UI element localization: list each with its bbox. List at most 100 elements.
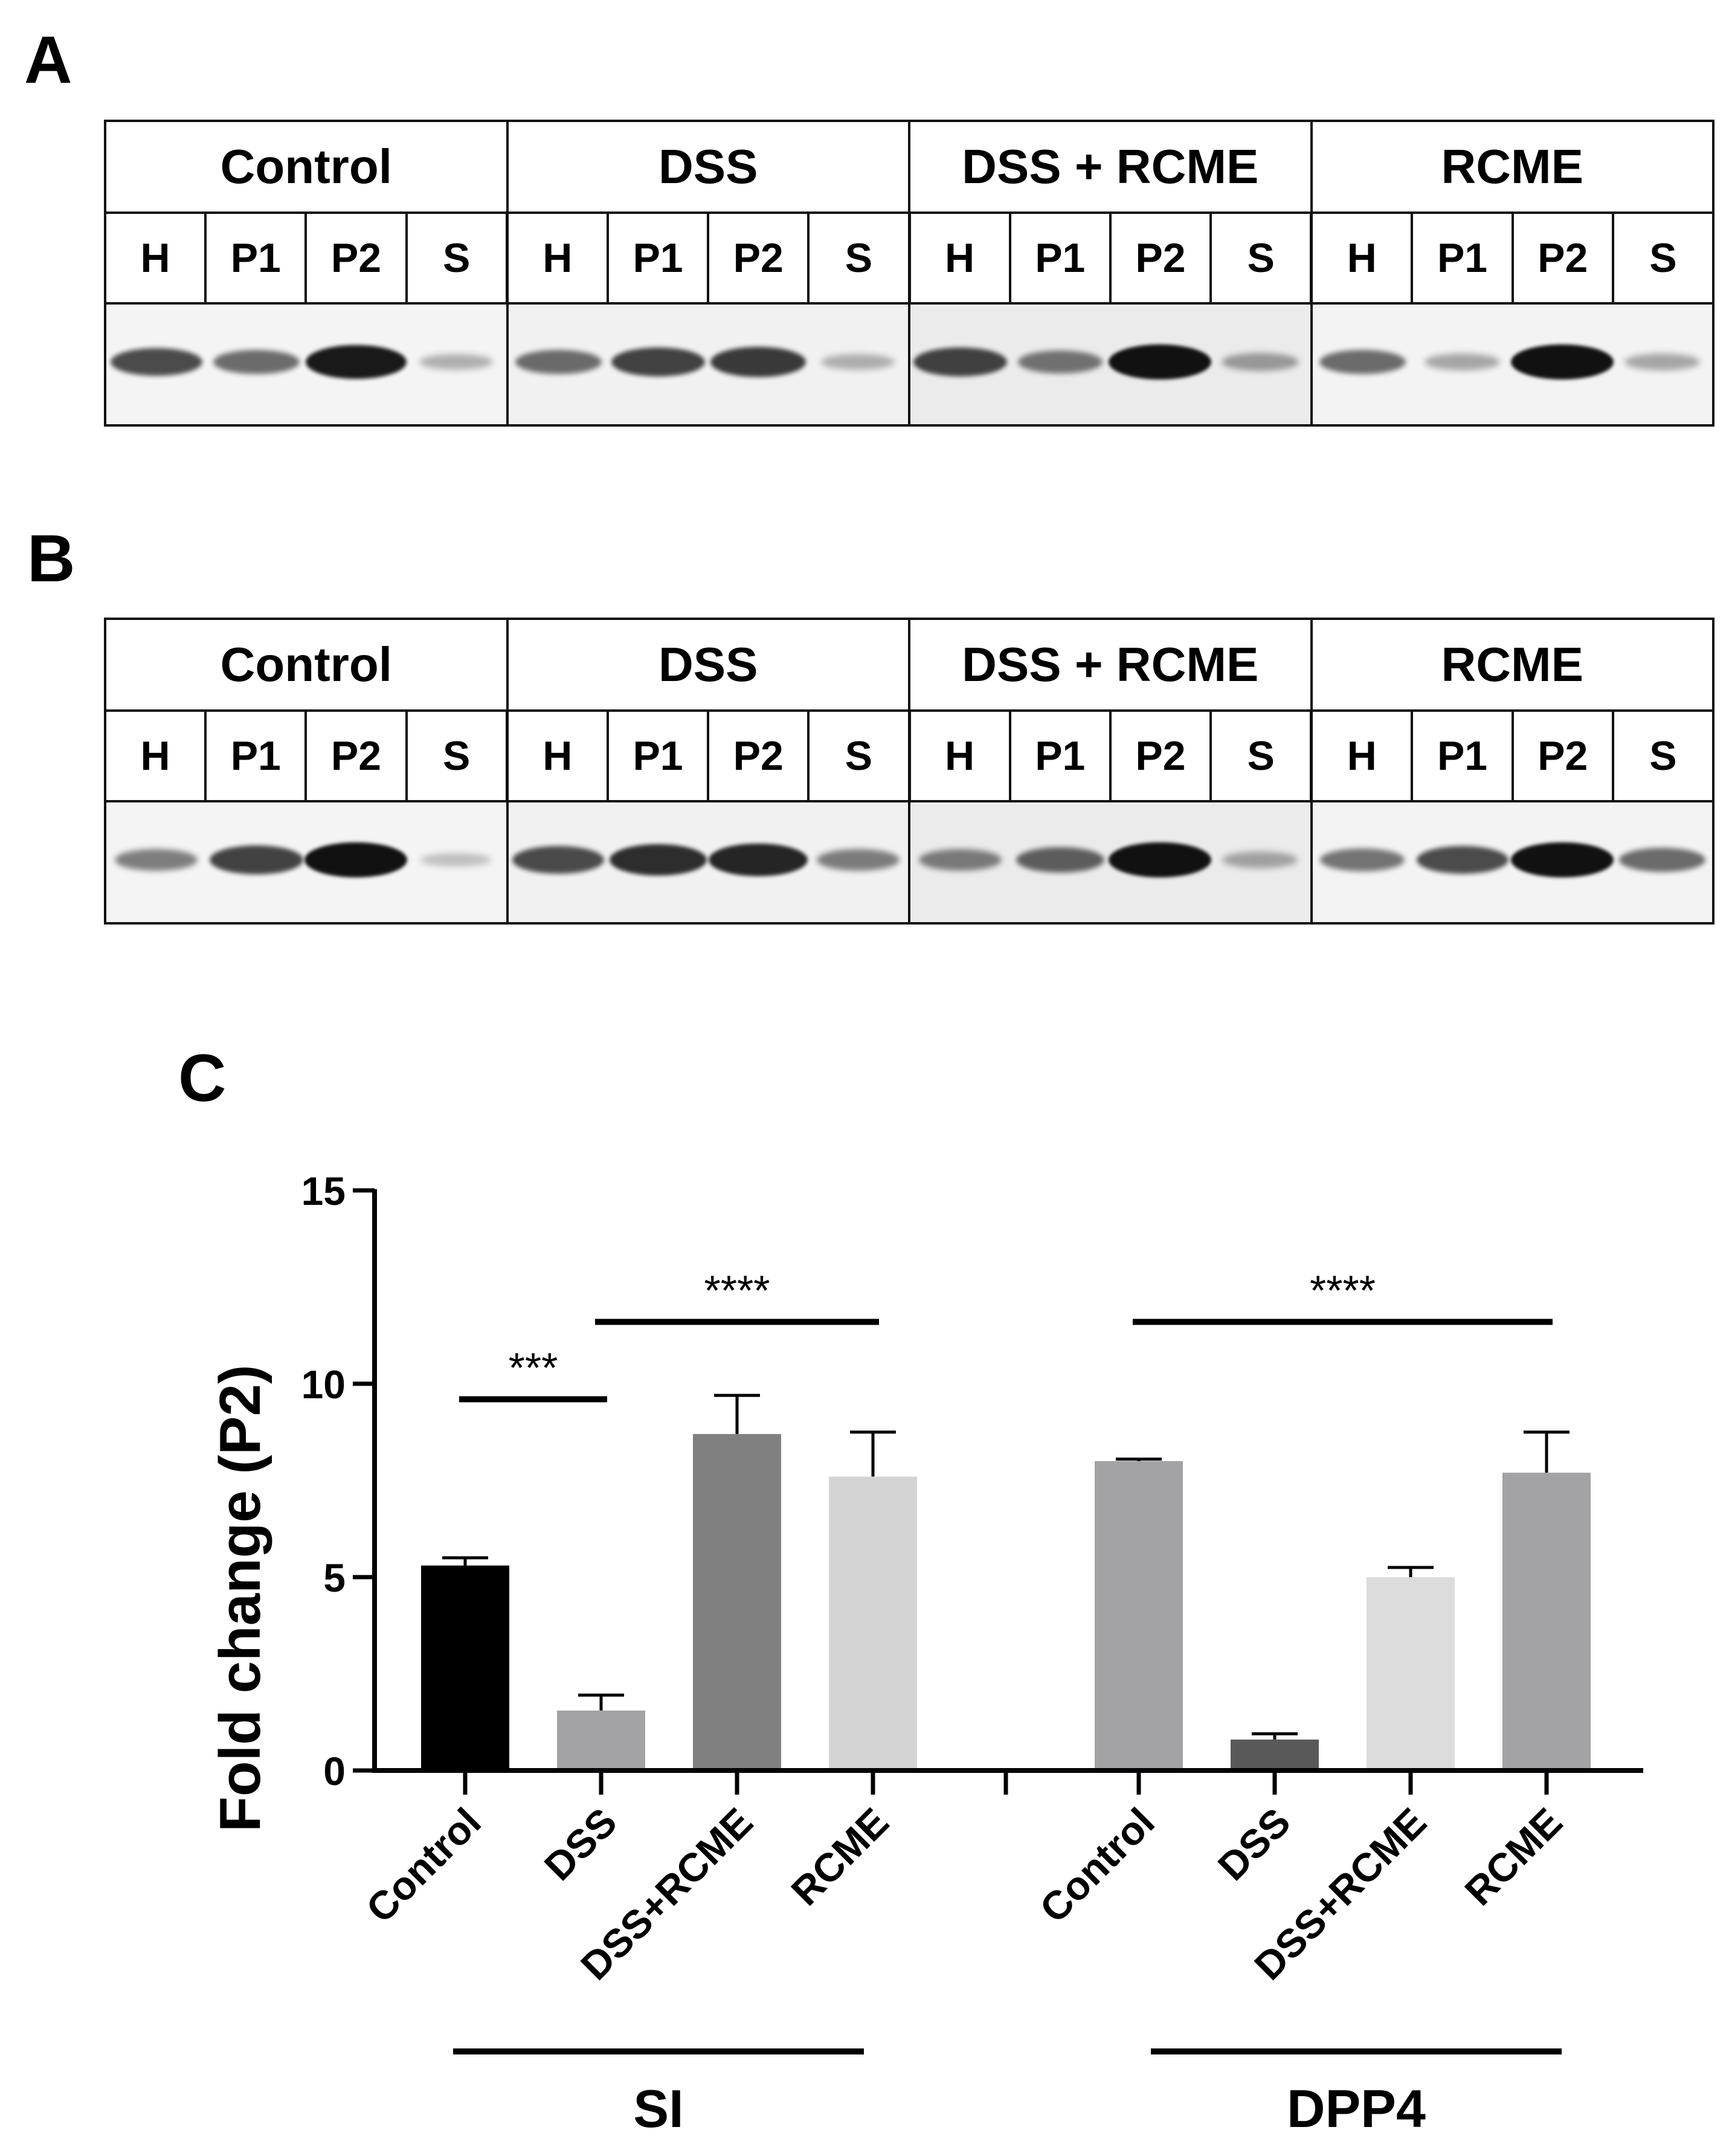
western-blot-b: Control DSS DSS + RCME RCME H P1 P2 S H … — [104, 618, 1715, 925]
blot-band — [1319, 350, 1406, 374]
blot-group-rcme: RCME — [1441, 637, 1584, 691]
panel-label-a: A — [24, 23, 72, 97]
blot-band — [1016, 847, 1105, 873]
panel-label-b: B — [27, 521, 76, 596]
lane-label: S — [1212, 712, 1313, 800]
blot-band — [1320, 848, 1405, 871]
blot-band — [304, 842, 408, 877]
western-blot-a: Control DSS DSS + RCME RCME H P1 P2 S H … — [104, 120, 1715, 427]
blot-band — [1222, 851, 1298, 868]
panel-label-c: C — [178, 1041, 227, 1115]
blot-group-header-row: Control DSS DSS + RCME RCME — [106, 620, 1712, 712]
gel-block — [508, 802, 910, 922]
blot-band — [611, 347, 706, 376]
lane-label: S — [1212, 214, 1313, 302]
lane-label: P1 — [1413, 214, 1514, 302]
lane-label: S — [810, 712, 911, 800]
blot-group-control: Control — [106, 620, 509, 709]
blot-group-dss: DSS — [509, 122, 910, 211]
y-axis-label: Fold change (P2) — [208, 1364, 272, 1832]
lane-label: P2 — [709, 214, 810, 302]
x-tick-label: DSS — [1209, 1799, 1299, 1889]
bar — [693, 1434, 781, 1770]
blot-band — [1221, 353, 1299, 371]
lane-label: P1 — [207, 712, 307, 800]
lane-label: P1 — [1011, 712, 1112, 800]
lane-label: P1 — [207, 214, 307, 302]
gel-block — [508, 305, 910, 424]
blot-band — [213, 350, 300, 374]
blot-band — [821, 354, 895, 370]
blot-band — [1425, 353, 1501, 370]
blot-band — [110, 348, 202, 376]
gel-block — [106, 305, 509, 424]
gel-image-row — [106, 305, 1712, 424]
x-tick-label: RCME — [1456, 1799, 1571, 1914]
x-tick-label: Control — [1031, 1799, 1163, 1931]
lane-label: H — [1313, 214, 1414, 302]
blot-band — [919, 849, 1002, 871]
blot-band — [913, 347, 1008, 376]
blot-band — [512, 846, 605, 874]
blot-band — [1018, 350, 1103, 373]
significance-label: *** — [509, 1344, 558, 1392]
lane-label: H — [106, 712, 207, 800]
lane-label: P2 — [1112, 214, 1212, 302]
lane-label: S — [810, 214, 911, 302]
blot-band — [419, 354, 493, 370]
blot-band — [515, 350, 602, 374]
blot-band — [1416, 846, 1508, 874]
gel-image-row — [106, 802, 1712, 922]
lane-label: P1 — [609, 214, 710, 302]
blot-group-header-row: Control DSS DSS + RCME RCME — [106, 122, 1712, 214]
gel-block — [1312, 305, 1712, 424]
lane-label: P1 — [1413, 712, 1514, 800]
bar — [1367, 1577, 1455, 1770]
blot-group-dss-rcme: DSS + RCME — [910, 620, 1313, 709]
bar — [421, 1565, 509, 1770]
blot-group-rcme: RCME — [1441, 140, 1584, 193]
blot-band — [420, 853, 492, 867]
lane-label: H — [106, 214, 207, 302]
blot-band — [610, 844, 707, 876]
blot-band — [1618, 848, 1705, 872]
group-label: SI — [633, 2079, 683, 2138]
significance-label: **** — [704, 1267, 770, 1314]
x-tick-label: DSS — [536, 1799, 625, 1889]
blot-band — [305, 345, 407, 379]
lane-label: H — [911, 214, 1011, 302]
y-tick-label: 10 — [301, 1362, 346, 1407]
blot-band — [710, 347, 806, 377]
x-tick-label: Control — [358, 1799, 489, 1931]
y-tick-label: 0 — [323, 1749, 346, 1793]
blot-band — [708, 844, 808, 876]
blot-group-dss: DSS — [509, 620, 910, 709]
bar — [829, 1476, 917, 1770]
significance-label: **** — [1310, 1267, 1376, 1314]
blot-band — [209, 845, 303, 874]
y-tick-label: 15 — [301, 1169, 346, 1213]
blot-lane-header-row: H P1 P2 S H P1 P2 S H P1 P2 S H P1 P2 S — [106, 214, 1712, 305]
group-label: DPP4 — [1287, 2079, 1426, 2138]
bar — [557, 1710, 645, 1770]
lane-label: P2 — [1514, 214, 1614, 302]
lane-label: P2 — [709, 712, 810, 800]
gel-block — [910, 802, 1313, 922]
lane-label: S — [1649, 235, 1677, 281]
lane-label: H — [509, 712, 609, 800]
y-tick-label: 5 — [323, 1555, 346, 1600]
blot-band — [816, 849, 900, 871]
lane-label: H — [1313, 712, 1414, 800]
x-tick-label: RCME — [782, 1799, 897, 1914]
lane-label: P2 — [307, 712, 408, 800]
lane-label: P1 — [609, 712, 710, 800]
lane-label: P2 — [307, 214, 408, 302]
bar — [1502, 1473, 1591, 1770]
lane-label: P1 — [1011, 214, 1112, 302]
gel-block — [1312, 802, 1712, 922]
blot-band — [1109, 344, 1212, 379]
lane-label: S — [408, 712, 509, 800]
blot-lane-header-row: H P1 P2 S H P1 P2 S H P1 P2 S H P1 P2 S — [106, 712, 1712, 802]
lane-label: P2 — [1112, 712, 1212, 800]
